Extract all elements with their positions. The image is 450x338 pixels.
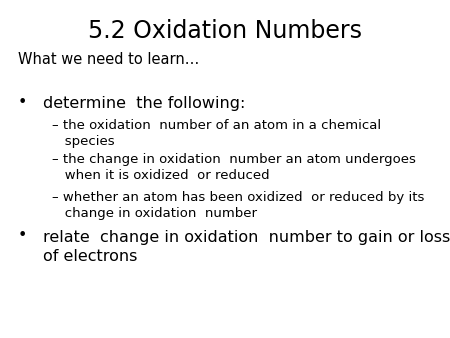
Text: – the oxidation  number of an atom in a chemical
   species: – the oxidation number of an atom in a c… [52,119,381,148]
Text: determine  the following:: determine the following: [43,96,245,111]
Text: relate  change in oxidation  number to gain or loss
of electrons: relate change in oxidation number to gai… [43,230,450,264]
Text: •: • [18,95,27,110]
Text: 5.2 Oxidation Numbers: 5.2 Oxidation Numbers [88,19,362,43]
Text: What we need to learn…: What we need to learn… [18,52,199,67]
Text: – the change in oxidation  number an atom undergoes
   when it is oxidized  or r: – the change in oxidation number an atom… [52,153,416,182]
Text: •: • [18,228,27,243]
Text: – whether an atom has been oxidized  or reduced by its
   change in oxidation  n: – whether an atom has been oxidized or r… [52,191,424,220]
